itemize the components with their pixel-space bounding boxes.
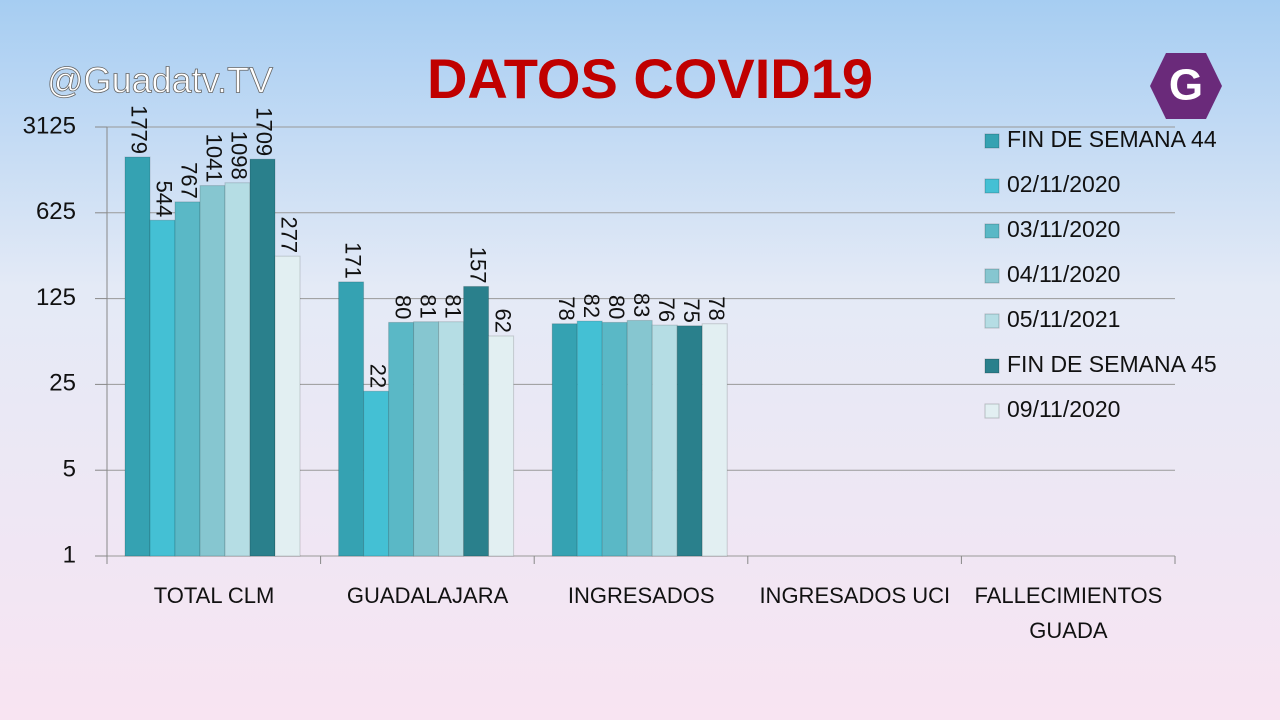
bar	[551, 323, 578, 557]
legend-label: 02/11/2020	[1007, 171, 1120, 197]
bar	[124, 156, 151, 557]
legend-swatch	[984, 268, 1000, 284]
legend-swatch	[984, 178, 1000, 194]
value-label: 62	[490, 308, 515, 332]
value-label: 767	[177, 162, 202, 199]
value-label: 80	[390, 295, 415, 319]
value-label: 83	[629, 293, 654, 317]
legend-swatch	[984, 223, 1000, 239]
bar	[701, 323, 728, 557]
bar	[438, 321, 465, 557]
bar	[363, 390, 390, 557]
value-label: 1779	[127, 105, 152, 154]
bar	[249, 158, 276, 557]
bar	[388, 321, 415, 557]
y-tick-label: 1	[63, 541, 76, 568]
logo: G	[1169, 61, 1203, 110]
watermark: @Guadatv.TV	[47, 60, 273, 101]
legend-swatch	[984, 133, 1000, 149]
y-tick-label: 5	[63, 456, 76, 483]
y-tick-label: 3125	[23, 112, 76, 139]
value-label: 277	[277, 216, 302, 253]
value-label: 78	[704, 296, 729, 320]
legend-label: 09/11/2020	[1007, 396, 1120, 422]
legend-swatch	[984, 358, 1000, 374]
x-tick-label: FALLECIMIENTOS GUADA	[974, 583, 1163, 643]
bar	[338, 281, 365, 557]
legend-label: FIN DE SEMANA 45	[1007, 351, 1217, 377]
x-tick-label: INGRESADOS	[567, 583, 715, 608]
value-label: 75	[679, 298, 704, 322]
bar	[413, 321, 440, 557]
bar	[576, 320, 603, 557]
y-tick-label: 625	[36, 198, 76, 225]
bar	[224, 182, 251, 557]
value-label: 157	[465, 247, 490, 284]
bar	[676, 325, 703, 557]
y-tick-label: 25	[49, 370, 76, 397]
legend-swatch	[984, 403, 1000, 419]
value-label: 1098	[227, 131, 252, 180]
legend-swatch	[984, 313, 1000, 329]
legend-label: 05/11/2021	[1007, 306, 1120, 332]
bar	[601, 321, 628, 557]
bar	[651, 324, 678, 557]
bar	[626, 319, 653, 557]
x-tick-label: GUADALAJARA	[346, 583, 509, 608]
value-label: 80	[604, 295, 629, 319]
y-tick-label: 125	[36, 284, 76, 311]
legend-label: 03/11/2020	[1007, 216, 1120, 242]
value-label: 81	[440, 294, 465, 318]
chart-title: DATOS COVID19	[427, 47, 873, 110]
bar	[488, 335, 515, 557]
value-label: 76	[654, 298, 679, 322]
bar	[274, 255, 301, 557]
value-label: 78	[554, 296, 579, 320]
value-label: 1041	[202, 134, 227, 183]
x-tick-label: TOTAL CLM	[153, 583, 275, 608]
value-label: 22	[365, 364, 390, 388]
logo-badge	[1150, 53, 1222, 119]
bar	[199, 185, 226, 557]
value-label: 82	[579, 294, 604, 318]
legend-label: FIN DE SEMANA 44	[1007, 126, 1217, 152]
value-label: 1709	[252, 107, 277, 156]
bar	[149, 219, 176, 557]
legend-label: 04/11/2020	[1007, 261, 1120, 287]
value-label: 544	[152, 180, 177, 217]
value-label: 81	[415, 294, 440, 318]
x-tick-label: INGRESADOS UCI	[759, 583, 951, 608]
bar	[463, 285, 490, 557]
value-label: 171	[340, 242, 365, 279]
bar	[174, 201, 201, 557]
